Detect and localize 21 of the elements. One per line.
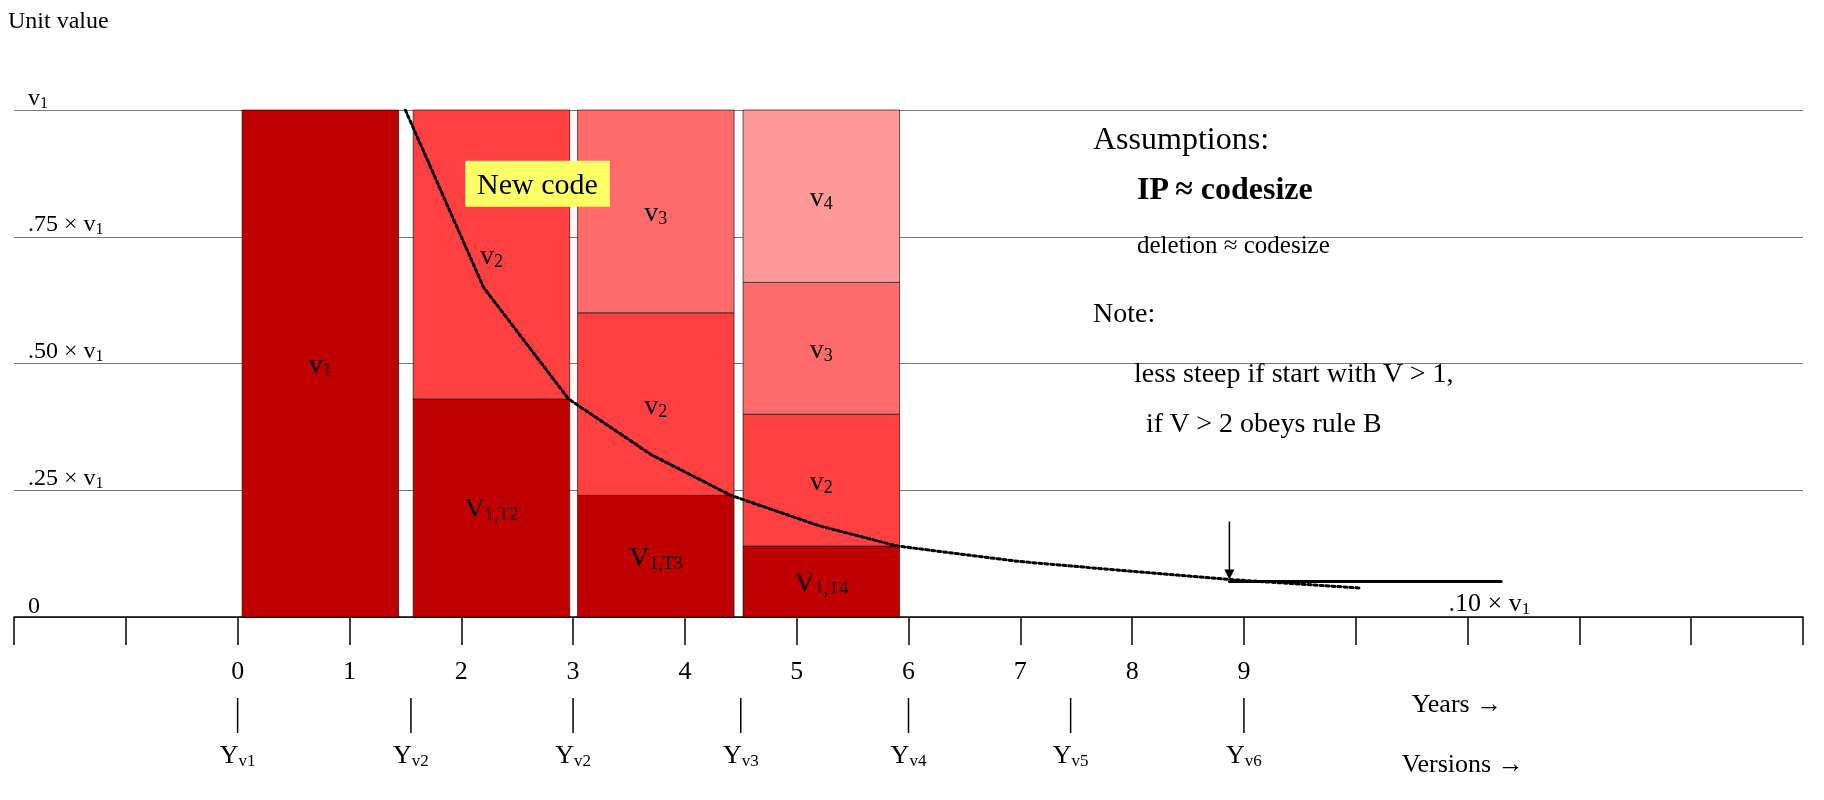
annotation: IP ≈ codesize [1137,170,1313,206]
annotation: less steep if start with V > 1, [1134,356,1454,388]
y-axis-title: Unit value [8,7,109,33]
x2-axis-title: Versions → [1401,748,1524,778]
annotation: Assumptions: [1093,120,1270,156]
x-tick-label: 5 [790,655,804,685]
x-tick-label: 8 [1125,655,1139,685]
annotation: New code [477,167,598,201]
x-tick-label: 2 [454,655,468,685]
x-tick-label: 9 [1237,655,1251,685]
x-tick-label: 0 [231,655,245,685]
annotation: if V > 2 obeys rule B [1146,406,1382,438]
x-tick-label: 7 [1013,655,1027,685]
x-tick-label: 1 [342,655,356,685]
annotation: deletion ≈ codesize [1137,231,1330,258]
x-tick-label: 4 [678,655,692,685]
annotation: Note: [1093,296,1156,328]
y-tick-label: 0 [28,592,40,618]
x-tick-label: 6 [902,655,915,685]
x-tick-label: 3 [566,655,580,685]
x-axis-title: Years → [1411,688,1503,718]
